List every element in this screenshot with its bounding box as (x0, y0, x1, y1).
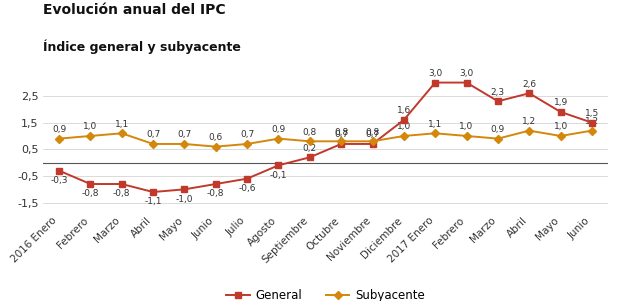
Text: 0,8: 0,8 (303, 128, 317, 137)
Text: 1,9: 1,9 (554, 98, 568, 107)
Text: Índice general y subyacente: Índice general y subyacente (43, 39, 241, 54)
Text: 3,0: 3,0 (459, 69, 474, 78)
Text: 0,8: 0,8 (334, 128, 348, 137)
Text: Evolución anual del IPC: Evolución anual del IPC (43, 3, 226, 17)
Text: 1,2: 1,2 (585, 117, 599, 126)
Text: -0,8: -0,8 (113, 189, 131, 198)
Text: -0,3: -0,3 (50, 176, 68, 185)
Text: 0,7: 0,7 (240, 130, 254, 139)
Text: 2,3: 2,3 (491, 88, 505, 97)
Text: 0,7: 0,7 (177, 130, 192, 139)
Text: -1,0: -1,0 (175, 195, 193, 204)
Text: 1,5: 1,5 (585, 109, 599, 118)
Text: -0,8: -0,8 (82, 189, 99, 198)
Text: 1,0: 1,0 (554, 123, 568, 132)
Text: 1,2: 1,2 (522, 117, 536, 126)
Text: 1,0: 1,0 (83, 123, 97, 132)
Text: -0,6: -0,6 (238, 184, 256, 193)
Text: 3,0: 3,0 (428, 69, 442, 78)
Text: -1,1: -1,1 (144, 197, 162, 206)
Text: 0,9: 0,9 (491, 125, 505, 134)
Text: 0,2: 0,2 (303, 144, 317, 153)
Text: -0,8: -0,8 (207, 189, 224, 198)
Text: 0,7: 0,7 (334, 130, 348, 139)
Text: 0,9: 0,9 (272, 125, 286, 134)
Text: 1,0: 1,0 (459, 123, 474, 132)
Text: 1,1: 1,1 (115, 120, 129, 129)
Text: 1,6: 1,6 (397, 107, 411, 115)
Text: 0,8: 0,8 (365, 128, 379, 137)
Text: 0,7: 0,7 (365, 130, 379, 139)
Text: 0,6: 0,6 (209, 133, 223, 142)
Legend: General, Subyacente: General, Subyacente (221, 284, 430, 301)
Text: -0,1: -0,1 (270, 171, 287, 180)
Text: 0,9: 0,9 (52, 125, 66, 134)
Text: 1,1: 1,1 (428, 120, 442, 129)
Text: 0,7: 0,7 (146, 130, 160, 139)
Text: 1,0: 1,0 (397, 123, 411, 132)
Text: 2,6: 2,6 (522, 80, 536, 89)
